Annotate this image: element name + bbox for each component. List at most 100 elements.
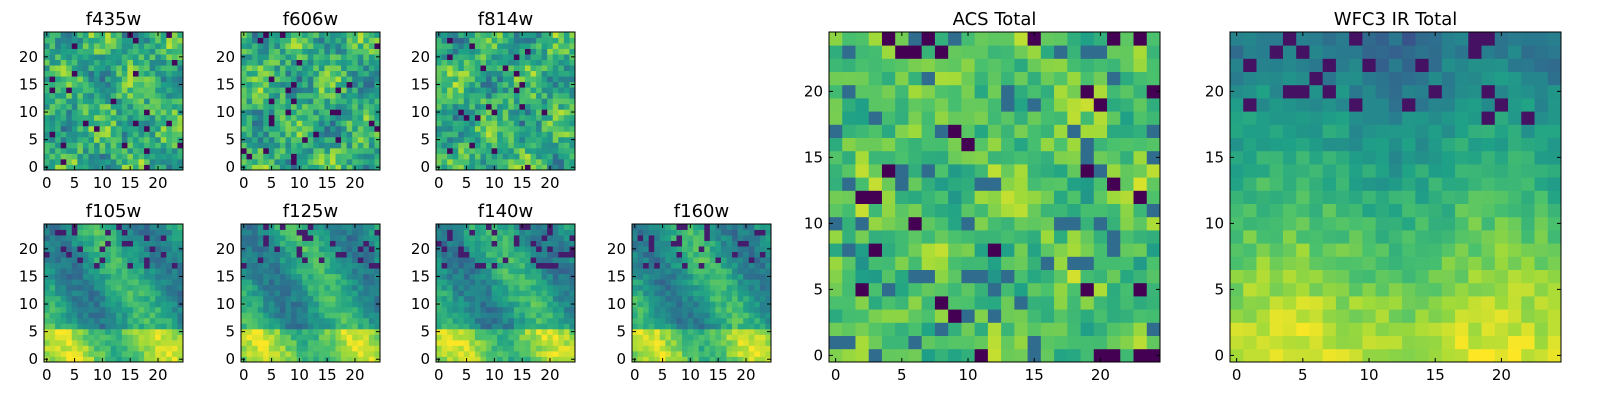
heatmap-cell [463, 103, 470, 110]
heatmap-cell [541, 142, 548, 149]
heatmap-cell [693, 306, 700, 313]
heatmap-cell [155, 229, 162, 236]
heatmap-cell [274, 246, 281, 252]
heatmap-cell [670, 295, 677, 302]
heatmap-cell [49, 246, 56, 252]
heatmap-cell [55, 323, 62, 330]
heatmap-cell [307, 251, 314, 258]
heatmap-cell [357, 356, 364, 363]
heatmap-cell [436, 339, 442, 346]
heatmap-cell [374, 98, 381, 105]
heatmap-cell [632, 345, 638, 352]
heatmap-cell [948, 177, 962, 191]
heatmap-cell [302, 65, 309, 72]
heatmap-cell [318, 92, 325, 99]
heatmap-cell [469, 290, 476, 297]
heatmap-cell [291, 48, 297, 55]
heatmap-cell [463, 136, 470, 143]
x-tick-label: 15 [513, 366, 532, 384]
heatmap-cell [329, 246, 336, 252]
heatmap-cell [246, 43, 253, 49]
heatmap-cell [274, 147, 281, 154]
heatmap-cell [715, 251, 722, 258]
heatmap-cell [463, 147, 470, 154]
heatmap-cell [257, 98, 264, 105]
heatmap-cell [524, 295, 531, 302]
heatmap-cell [447, 87, 454, 94]
heatmap-cell [536, 306, 543, 313]
heatmap-cell [66, 257, 73, 264]
heatmap-cell [55, 43, 62, 49]
heatmap-cell [60, 229, 67, 236]
heatmap-cell [519, 246, 526, 252]
heatmap-cell [127, 323, 134, 330]
heatmap-cell [480, 164, 487, 171]
heatmap-cell [682, 328, 688, 335]
heatmap-cell [155, 235, 162, 241]
heatmap-cell [829, 309, 843, 323]
heatmap-cell [49, 350, 56, 357]
heatmap-cell [765, 240, 772, 247]
heatmap-cell [480, 290, 487, 297]
heatmap-cell [934, 269, 949, 284]
heatmap-cell [49, 257, 56, 264]
heatmap-cell [166, 37, 173, 44]
heatmap-cell [105, 98, 112, 105]
heatmap-cell [241, 76, 247, 83]
heatmap-cell [547, 147, 554, 154]
heatmap-cell [252, 114, 259, 121]
heatmap-cell [693, 334, 700, 341]
heatmap-cell [77, 284, 84, 291]
heatmap-cell [665, 290, 672, 297]
heatmap-cell [458, 65, 465, 72]
heatmap-cell [268, 323, 275, 330]
heatmap-cell [480, 301, 487, 308]
heatmap-cell [743, 295, 750, 302]
heatmap-cell [71, 328, 78, 335]
heatmap-cell [569, 306, 576, 313]
heatmap-cell [452, 103, 459, 110]
heatmap-cell [436, 147, 442, 154]
heatmap-cell [709, 290, 716, 297]
heatmap-cell [569, 43, 576, 49]
heatmap-cell [698, 323, 705, 330]
heatmap-cell [558, 262, 565, 269]
heatmap-cell [754, 262, 761, 269]
heatmap-cell [368, 246, 375, 252]
heatmap-cell [519, 268, 526, 275]
heatmap-cell [279, 120, 286, 127]
heatmap-cell [547, 229, 554, 236]
heatmap-cell [436, 76, 442, 83]
heatmap-cell [127, 48, 134, 55]
heatmap-cell [60, 328, 67, 335]
heatmap-cell [99, 290, 106, 297]
heatmap-cell [352, 295, 359, 302]
heatmap-cell [357, 224, 364, 230]
heatmap-cell [357, 48, 364, 55]
heatmap-cell [558, 81, 565, 88]
heatmap-cell [732, 350, 739, 357]
heatmap-cell [643, 268, 650, 275]
heatmap-cell [246, 295, 253, 302]
heatmap-cell [94, 295, 100, 302]
heatmap-cell [508, 268, 515, 275]
heatmap-cell [1001, 309, 1015, 323]
heatmap-cell [737, 262, 744, 269]
heatmap-cell [82, 356, 89, 363]
heatmap-cell [921, 203, 936, 218]
heatmap-cell [166, 328, 173, 335]
heatmap-cell [480, 323, 487, 330]
heatmap-cell [116, 114, 123, 121]
heatmap-cell [177, 114, 184, 121]
heatmap-cell [155, 147, 162, 154]
heatmap-cell [60, 356, 67, 363]
heatmap-cell [166, 103, 173, 110]
heatmap-cell [346, 268, 353, 275]
heatmap-cell [541, 295, 548, 302]
heatmap-cell [748, 224, 755, 230]
heatmap-cell [480, 48, 487, 55]
heatmap-cell [486, 350, 492, 357]
heatmap-cell [82, 92, 89, 99]
heatmap-cell [155, 48, 162, 55]
heatmap-cell [55, 334, 62, 341]
